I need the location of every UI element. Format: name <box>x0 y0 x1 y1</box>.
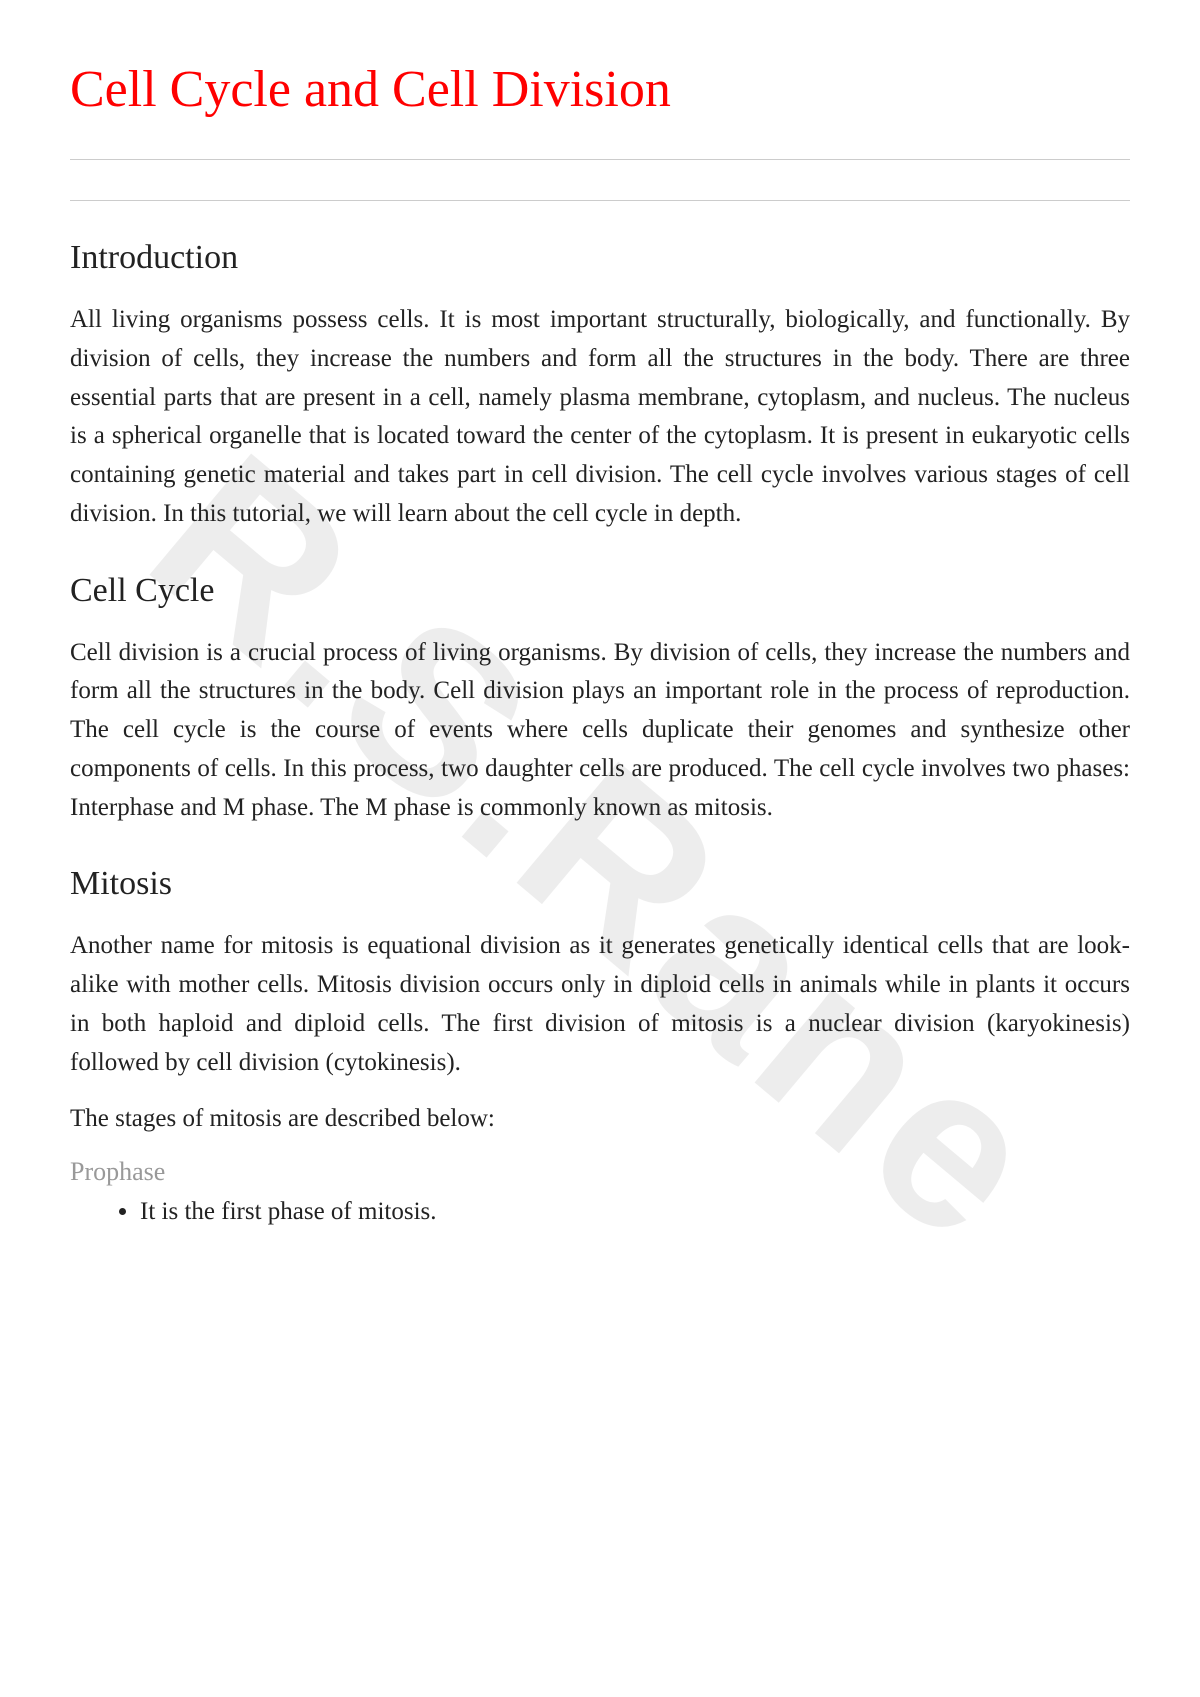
section-heading-introduction: Introduction <box>70 239 1130 277</box>
document-content: Cell Cycle and Cell Division Introductio… <box>70 60 1130 1232</box>
section-heading-mitosis: Mitosis <box>70 865 1130 903</box>
section-subtext-mitosis: The stages of mitosis are described belo… <box>70 1100 1130 1139</box>
section-body-introduction: All living organisms possess cells. It i… <box>70 301 1130 534</box>
divider-1 <box>70 159 1130 160</box>
subsection-heading-prophase: Prophase <box>70 1157 1130 1187</box>
prophase-list: It is the first phase of mitosis. <box>70 1193 1130 1232</box>
section-body-mitosis: Another name for mitosis is equational d… <box>70 927 1130 1082</box>
section-heading-cell-cycle: Cell Cycle <box>70 572 1130 610</box>
divider-2 <box>70 200 1130 201</box>
section-body-cell-cycle: Cell division is a crucial process of li… <box>70 634 1130 828</box>
list-item: It is the first phase of mitosis. <box>140 1193 1130 1232</box>
page-title: Cell Cycle and Cell Division <box>70 60 1130 119</box>
